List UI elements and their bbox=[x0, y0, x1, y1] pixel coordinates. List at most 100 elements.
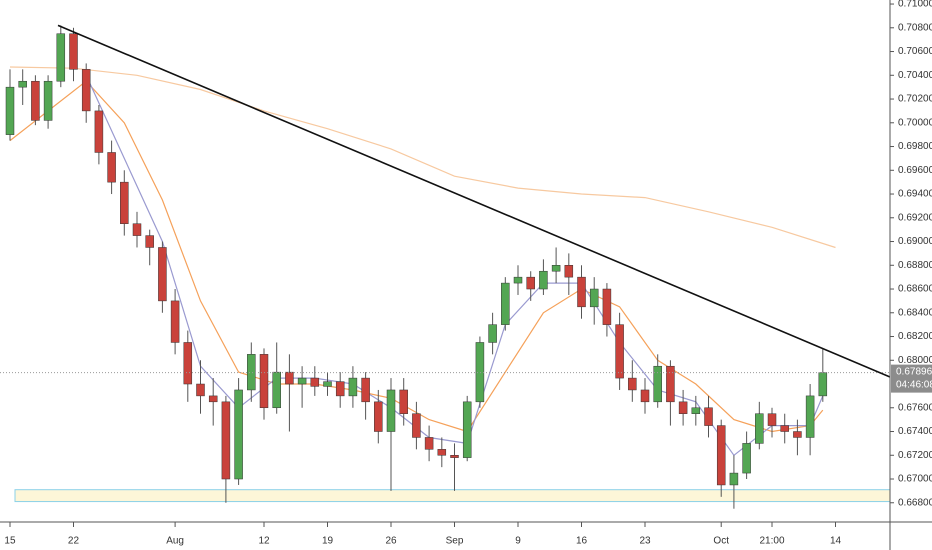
x-tick-label: 23 bbox=[639, 536, 651, 547]
candle-body bbox=[488, 324, 497, 343]
candle-body bbox=[399, 389, 408, 414]
y-tick-label: 0.67200 bbox=[898, 450, 932, 461]
y-tick-label: 0.68000 bbox=[898, 355, 932, 366]
candle-body bbox=[818, 372, 828, 397]
candle-body bbox=[94, 110, 104, 153]
y-tick-label: 0.67000 bbox=[898, 474, 932, 485]
candle-body bbox=[183, 342, 193, 385]
y-tick-label: 0.70400 bbox=[898, 70, 932, 81]
x-tick-label: 12 bbox=[258, 536, 270, 547]
moving-average bbox=[9, 66, 836, 249]
axes: 0.71000 0.70800 0.70600 0.70400 0.70200 0.700… bbox=[4, 0, 932, 547]
y-tick-label: 0.67600 bbox=[898, 402, 932, 413]
candle-body bbox=[805, 395, 815, 438]
y-tick-label: 0.70200 bbox=[898, 94, 932, 105]
candle-body bbox=[602, 288, 612, 325]
candle-body bbox=[69, 33, 78, 70]
y-tick-label: 0.66800 bbox=[898, 497, 932, 508]
candle-body bbox=[145, 235, 154, 248]
x-tick-label: Sep bbox=[446, 536, 464, 547]
candle-body bbox=[208, 395, 218, 403]
candle-body bbox=[729, 472, 739, 486]
candle-body bbox=[285, 371, 294, 385]
candle-body bbox=[348, 377, 358, 397]
candle-body bbox=[793, 431, 802, 438]
candle-body bbox=[742, 443, 751, 474]
y-tick-label: 0.70800 bbox=[898, 22, 932, 33]
support-zone bbox=[14, 489, 890, 503]
y-tick-label: 0.68400 bbox=[898, 307, 932, 318]
y-tick-label: 0.69000 bbox=[898, 236, 932, 247]
candle-body bbox=[653, 365, 662, 403]
candle-body bbox=[577, 276, 586, 308]
candle-body bbox=[107, 152, 116, 183]
candle-body bbox=[234, 389, 243, 480]
candle-body bbox=[691, 407, 701, 414]
candle-body bbox=[526, 276, 535, 290]
candle-body bbox=[297, 377, 307, 385]
candle-body bbox=[120, 181, 129, 224]
candle-body bbox=[513, 276, 523, 284]
y-tick-label: 0.68200 bbox=[898, 331, 932, 342]
x-tick-label: Aug bbox=[166, 536, 184, 547]
candle-body bbox=[56, 33, 66, 82]
candle-body bbox=[628, 377, 637, 391]
candle-body bbox=[132, 223, 142, 236]
candle-body bbox=[666, 365, 675, 403]
candle-body bbox=[539, 270, 548, 290]
x-tick-label: 19 bbox=[322, 536, 334, 547]
x-tick-label: 14 bbox=[830, 536, 842, 547]
candle-body bbox=[615, 324, 624, 379]
last-price-label: 0.67896 bbox=[896, 366, 932, 377]
candle-body bbox=[18, 80, 27, 88]
candle-body bbox=[678, 401, 688, 414]
candle-body bbox=[780, 425, 789, 432]
candle-body bbox=[43, 80, 53, 121]
candle-body bbox=[81, 69, 91, 112]
y-tick-label: 0.69800 bbox=[898, 141, 932, 152]
candle-body bbox=[170, 300, 180, 343]
x-tick-label: 26 bbox=[385, 536, 397, 547]
candle-body bbox=[767, 413, 777, 426]
x-tick-label: Oct bbox=[713, 536, 729, 547]
candle-body bbox=[158, 247, 167, 302]
countdown-label: 04:46:08 bbox=[896, 379, 932, 390]
candle-body bbox=[450, 455, 459, 458]
y-tick-label: 0.71000 bbox=[898, 0, 932, 10]
candle-body bbox=[704, 407, 713, 426]
candle-body bbox=[310, 377, 320, 387]
plot-area bbox=[0, 24, 890, 509]
x-tick-label: 16 bbox=[576, 536, 588, 547]
candle-body bbox=[716, 425, 726, 486]
candle-body bbox=[412, 413, 421, 438]
y-tick-label: 0.69200 bbox=[898, 212, 932, 223]
candle-body bbox=[259, 354, 269, 409]
trendline bbox=[57, 24, 890, 378]
y-tick-label: 0.68800 bbox=[898, 260, 932, 271]
candle-body bbox=[640, 389, 650, 403]
candle-body bbox=[437, 449, 447, 456]
candle-body bbox=[462, 401, 472, 458]
y-tick-label: 0.67400 bbox=[898, 426, 932, 437]
candle-body bbox=[551, 265, 561, 272]
y-tick-label: 0.70600 bbox=[898, 46, 932, 57]
candle-body bbox=[31, 80, 40, 121]
y-tick-label: 0.69600 bbox=[898, 165, 932, 176]
candle-body bbox=[323, 381, 332, 387]
moving-average bbox=[9, 80, 824, 433]
candle-body bbox=[501, 282, 510, 325]
candle-body bbox=[755, 413, 764, 444]
y-tick-label: 0.70000 bbox=[898, 117, 932, 128]
candle-body bbox=[424, 437, 434, 450]
candle-body bbox=[196, 383, 205, 397]
x-tick-label: 21:00 bbox=[759, 536, 784, 547]
candle-body bbox=[361, 377, 370, 403]
y-tick-label: 0.69400 bbox=[898, 189, 932, 200]
candle-body bbox=[221, 401, 231, 480]
candle-body bbox=[247, 354, 256, 391]
y-tick-label: 0.68600 bbox=[898, 284, 932, 295]
candle-body bbox=[335, 381, 345, 397]
candle-body bbox=[5, 86, 15, 135]
